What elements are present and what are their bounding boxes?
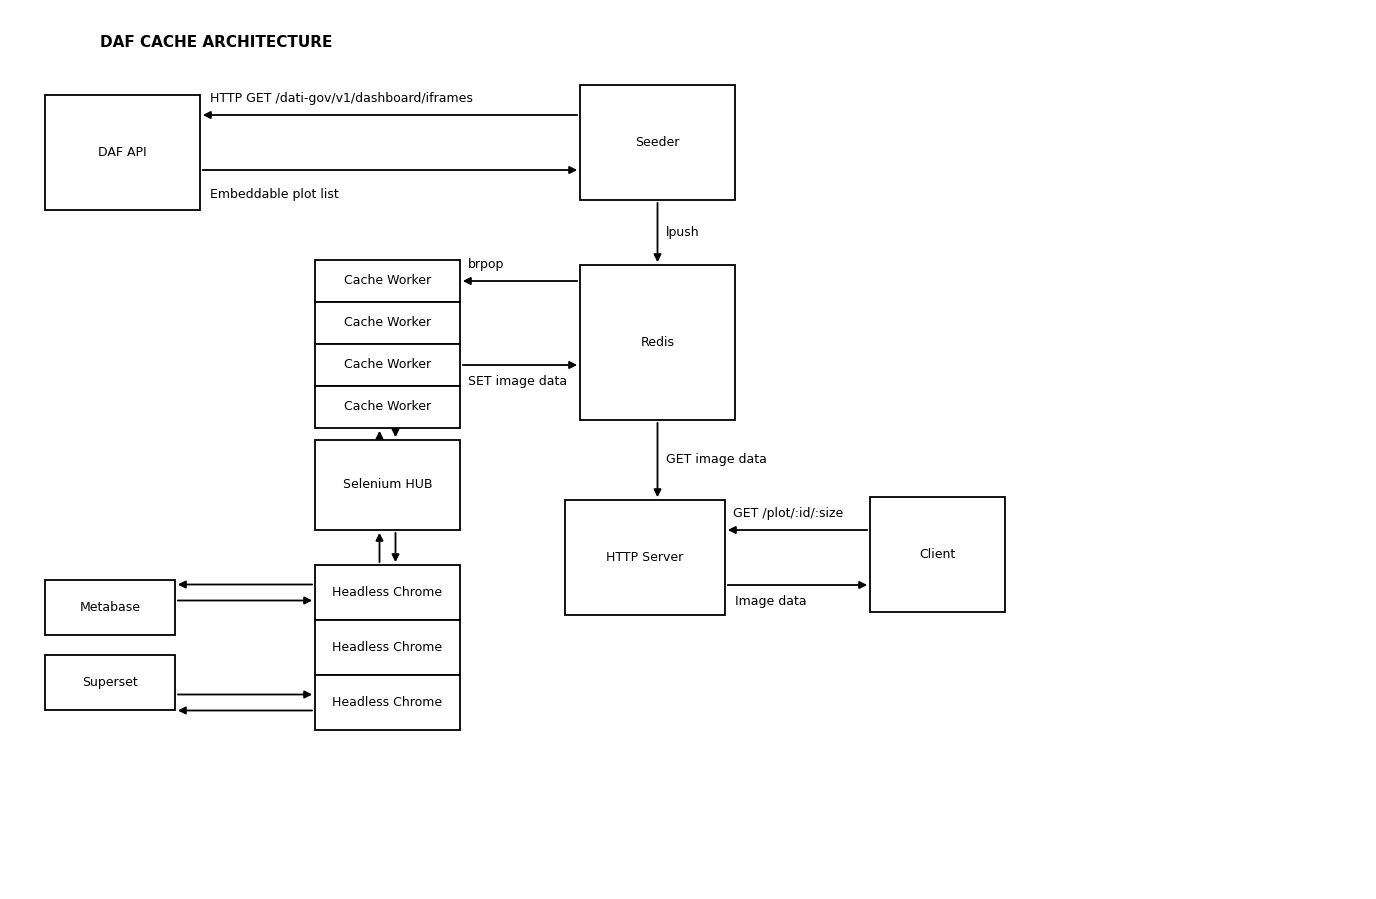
Text: Cache Worker: Cache Worker bbox=[344, 316, 431, 330]
Text: Embeddable plot list: Embeddable plot list bbox=[211, 188, 338, 201]
Bar bbox=[45, 655, 175, 710]
Text: brpop: brpop bbox=[468, 258, 505, 271]
Bar bbox=[315, 302, 460, 344]
Text: HTTP Server: HTTP Server bbox=[607, 551, 684, 564]
Bar bbox=[315, 260, 460, 302]
Bar bbox=[45, 580, 175, 635]
Text: Client: Client bbox=[919, 548, 955, 561]
Text: Superset: Superset bbox=[83, 676, 138, 689]
Text: Cache Worker: Cache Worker bbox=[344, 274, 431, 288]
Text: GET /plot/:id/:size: GET /plot/:id/:size bbox=[733, 507, 843, 520]
Bar bbox=[315, 620, 460, 675]
Bar bbox=[566, 500, 725, 615]
Text: Metabase: Metabase bbox=[80, 601, 140, 614]
Bar bbox=[45, 95, 200, 210]
Text: Headless Chrome: Headless Chrome bbox=[333, 586, 443, 599]
Text: lpush: lpush bbox=[666, 226, 699, 239]
Text: Redis: Redis bbox=[640, 336, 674, 349]
Text: Headless Chrome: Headless Chrome bbox=[333, 696, 443, 709]
Text: HTTP GET /dati-gov/v1/dashboard/iframes: HTTP GET /dati-gov/v1/dashboard/iframes bbox=[211, 92, 473, 105]
Bar bbox=[315, 386, 460, 428]
Bar bbox=[315, 565, 460, 620]
Text: Cache Worker: Cache Worker bbox=[344, 359, 431, 371]
Bar bbox=[315, 675, 460, 730]
Text: GET image data: GET image data bbox=[666, 453, 766, 467]
Text: Seeder: Seeder bbox=[636, 136, 680, 149]
Bar bbox=[315, 344, 460, 386]
Text: Cache Worker: Cache Worker bbox=[344, 400, 431, 414]
Bar bbox=[581, 265, 735, 420]
Text: Image data: Image data bbox=[735, 595, 806, 608]
Text: DAF API: DAF API bbox=[98, 146, 147, 159]
Bar bbox=[315, 440, 460, 530]
Text: Selenium HUB: Selenium HUB bbox=[343, 478, 432, 492]
Bar bbox=[870, 497, 1004, 612]
Bar bbox=[581, 85, 735, 200]
Text: Headless Chrome: Headless Chrome bbox=[333, 641, 443, 654]
Text: DAF CACHE ARCHITECTURE: DAF CACHE ARCHITECTURE bbox=[100, 35, 333, 50]
Text: SET image data: SET image data bbox=[468, 375, 567, 388]
